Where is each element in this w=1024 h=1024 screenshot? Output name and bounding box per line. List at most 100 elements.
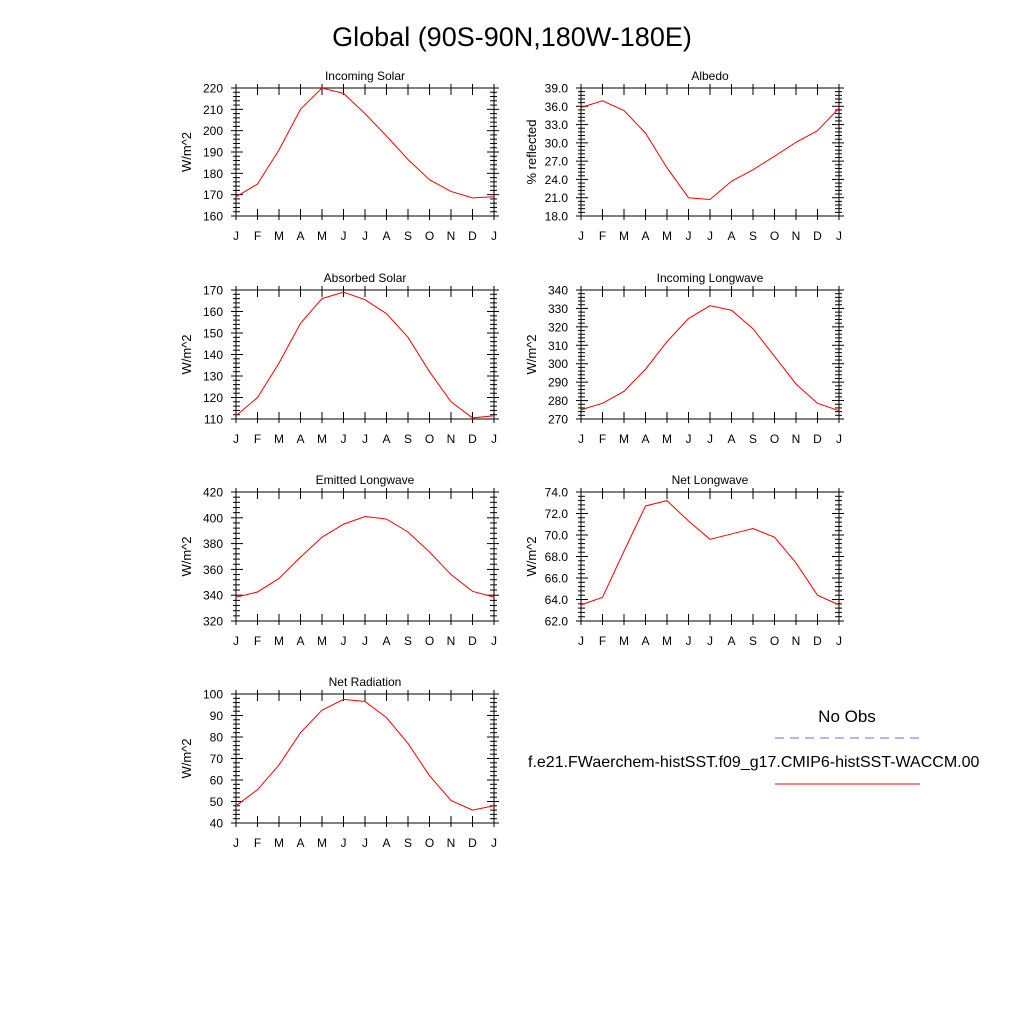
x-tick-label: F — [599, 229, 606, 243]
x-tick-label: M — [619, 229, 629, 243]
y-tick-label: 340 — [548, 284, 568, 298]
x-tick-label: S — [749, 229, 757, 243]
x-tick-label: M — [317, 432, 327, 446]
y-axis-label: W/m^2 — [179, 132, 194, 172]
y-tick-label: 66.0 — [545, 572, 569, 586]
x-tick-label: J — [491, 432, 497, 446]
x-tick-label: J — [341, 229, 347, 243]
legend-model-label: f.e21.FWaerchem-histSST.f09_g17.CMIP6-hi… — [528, 754, 980, 771]
plot-frame — [235, 289, 495, 420]
x-tick-label: M — [274, 836, 284, 850]
x-tick-label: A — [382, 432, 390, 446]
x-tick-label: O — [425, 229, 434, 243]
x-tick-label: S — [404, 432, 412, 446]
x-tick-label: D — [813, 229, 822, 243]
y-tick-label: 36.0 — [545, 100, 569, 114]
x-tick-label: J — [578, 229, 584, 243]
x-tick-label: M — [317, 229, 327, 243]
x-tick-label: D — [813, 634, 822, 648]
y-tick-label: 180 — [203, 167, 223, 181]
x-tick-label: M — [662, 432, 672, 446]
x-tick-label: D — [813, 432, 822, 446]
x-tick-label: O — [770, 432, 779, 446]
x-tick-label: A — [727, 634, 735, 648]
legend-obs-label: No Obs — [818, 707, 876, 726]
y-tick-label: 39.0 — [545, 82, 569, 96]
x-tick-label: N — [447, 432, 456, 446]
x-tick-label: J — [686, 432, 692, 446]
y-tick-label: 190 — [203, 146, 223, 160]
y-tick-label: 21.0 — [545, 191, 569, 205]
y-tick-label: 68.0 — [545, 550, 569, 564]
plot-frame — [580, 87, 840, 217]
y-tick-label: 400 — [203, 511, 223, 525]
x-tick-label: J — [233, 229, 239, 243]
x-tick-label: A — [641, 432, 649, 446]
plot-frame — [580, 491, 840, 622]
panel-title: Albedo — [691, 69, 729, 83]
y-tick-label: 320 — [548, 320, 568, 334]
x-tick-label: O — [770, 634, 779, 648]
x-tick-label: M — [662, 634, 672, 648]
series-line — [235, 515, 495, 598]
x-tick-label: O — [425, 432, 434, 446]
x-tick-label: A — [296, 229, 304, 243]
x-tick-label: J — [362, 432, 368, 446]
plot-frame — [235, 491, 495, 622]
x-tick-label: D — [468, 634, 477, 648]
x-tick-label: N — [447, 229, 456, 243]
y-tick-label: 270 — [548, 413, 568, 427]
x-tick-label: N — [447, 836, 456, 850]
y-tick-label: 60 — [210, 774, 224, 788]
x-tick-label: A — [727, 432, 735, 446]
y-tick-label: 220 — [203, 82, 223, 96]
x-tick-label: J — [362, 229, 368, 243]
x-tick-label: J — [362, 634, 368, 648]
x-tick-label: A — [382, 634, 390, 648]
x-tick-label: O — [425, 634, 434, 648]
y-tick-label: 320 — [203, 615, 223, 629]
x-tick-label: F — [254, 634, 261, 648]
x-tick-label: J — [707, 229, 713, 243]
y-tick-label: 110 — [204, 413, 223, 427]
y-tick-label: 340 — [203, 589, 223, 603]
x-tick-label: A — [727, 229, 735, 243]
x-tick-label: M — [274, 432, 284, 446]
x-tick-label: J — [341, 432, 347, 446]
legend: No Obs f.e21.FWaerchem-histSST.f09_g17.C… — [528, 707, 980, 785]
x-tick-label: F — [254, 836, 261, 850]
y-tick-label: 310 — [548, 339, 568, 353]
x-tick-label: J — [233, 634, 239, 648]
x-tick-label: A — [296, 836, 304, 850]
x-tick-label: J — [341, 836, 347, 850]
x-tick-label: O — [425, 836, 434, 850]
x-tick-label: D — [468, 432, 477, 446]
x-tick-label: J — [341, 634, 347, 648]
x-tick-label: M — [662, 229, 672, 243]
x-tick-label: A — [296, 432, 304, 446]
y-tick-label: 70.0 — [545, 529, 569, 543]
x-tick-label: A — [382, 229, 390, 243]
x-tick-label: M — [274, 229, 284, 243]
series-line — [235, 698, 495, 811]
y-tick-label: 120 — [203, 391, 223, 405]
x-tick-label: N — [792, 229, 801, 243]
y-tick-label: 27.0 — [545, 155, 569, 169]
y-tick-label: 80 — [210, 731, 224, 745]
x-tick-label: S — [749, 634, 757, 648]
x-tick-label: A — [296, 634, 304, 648]
y-tick-label: 33.0 — [545, 118, 569, 132]
plot-frame — [235, 693, 495, 824]
y-tick-label: 150 — [203, 327, 223, 341]
figure-title: Global (90S-90N,180W-180E) — [332, 22, 692, 52]
x-tick-label: J — [836, 432, 842, 446]
y-tick-label: 290 — [548, 376, 568, 390]
x-tick-label: J — [686, 634, 692, 648]
panel-title: Net Radiation — [329, 675, 402, 689]
y-tick-label: 170 — [203, 188, 223, 202]
